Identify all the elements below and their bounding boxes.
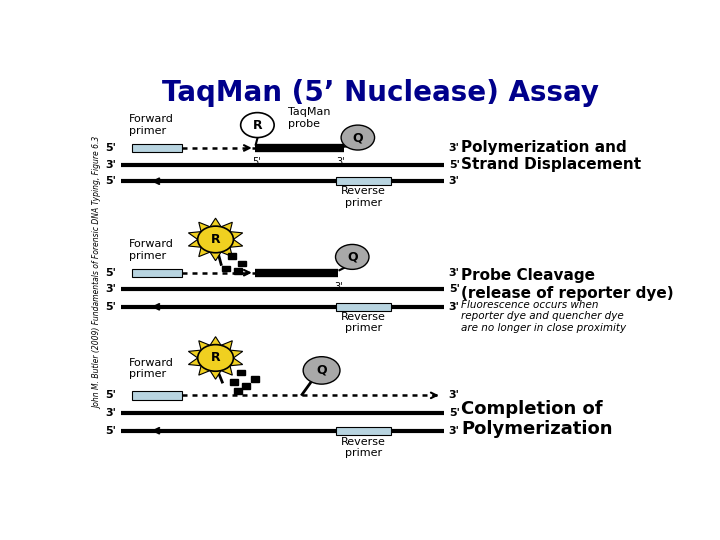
Text: 3': 3' [449,390,459,400]
Text: Probe Cleavage
(release of reporter dye): Probe Cleavage (release of reporter dye) [461,268,674,301]
Text: Q: Q [347,251,358,264]
Text: 3': 3' [337,157,346,167]
Text: R: R [253,119,262,132]
Text: 3': 3' [449,143,459,153]
Polygon shape [189,218,243,261]
Text: 3': 3' [105,408,116,418]
Text: Q: Q [353,131,363,144]
Text: Reverse
primer: Reverse primer [341,436,386,458]
FancyBboxPatch shape [132,144,182,152]
Text: Completion of
Polymerization: Completion of Polymerization [461,400,613,438]
Text: 5': 5' [105,143,116,153]
Circle shape [341,125,374,150]
FancyBboxPatch shape [132,391,182,400]
Text: 3': 3' [105,285,116,294]
Circle shape [336,245,369,269]
Text: Forward
primer: Forward primer [129,239,174,261]
Text: John M. Butler (2009) Fundamentals of Forensic DNA Typing, Figure 6.3: John M. Butler (2009) Fundamentals of Fo… [93,137,102,409]
Text: 5': 5' [449,408,459,418]
FancyBboxPatch shape [336,427,392,435]
Text: 3': 3' [449,176,459,186]
Text: Q: Q [316,364,327,377]
Text: 5': 5' [105,268,116,278]
Text: 5': 5' [252,157,261,167]
Text: 5': 5' [449,285,459,294]
Text: 3': 3' [449,426,459,436]
Text: Forward
primer: Forward primer [129,357,174,379]
Circle shape [198,345,233,371]
Text: R: R [211,233,220,246]
Polygon shape [189,336,243,379]
Text: Fluorescence occurs when
reporter dye and quencher dye
are no longer in close pr: Fluorescence occurs when reporter dye an… [461,300,626,333]
Text: R: R [211,352,220,365]
Text: 5': 5' [105,390,116,400]
Text: 3': 3' [449,268,459,278]
Text: Reverse
primer: Reverse primer [341,186,386,208]
Text: 3': 3' [334,282,343,292]
Text: 3': 3' [105,160,116,170]
FancyBboxPatch shape [336,302,392,311]
Circle shape [198,226,233,253]
Circle shape [240,113,274,138]
Text: TaqMan (5’ Nuclease) Assay: TaqMan (5’ Nuclease) Assay [162,79,598,107]
Text: 5': 5' [105,302,116,312]
Text: Reverse
primer: Reverse primer [341,312,386,333]
Text: 3': 3' [449,302,459,312]
Text: 5': 5' [449,160,459,170]
FancyBboxPatch shape [336,177,392,185]
Text: 5': 5' [105,176,116,186]
Text: TaqMan
probe: TaqMan probe [288,107,330,129]
FancyBboxPatch shape [132,268,182,277]
Text: 5': 5' [105,426,116,436]
Text: Forward
primer: Forward primer [129,114,174,136]
Text: Polymerization and
Strand Displacement: Polymerization and Strand Displacement [461,140,642,172]
Circle shape [303,357,340,384]
